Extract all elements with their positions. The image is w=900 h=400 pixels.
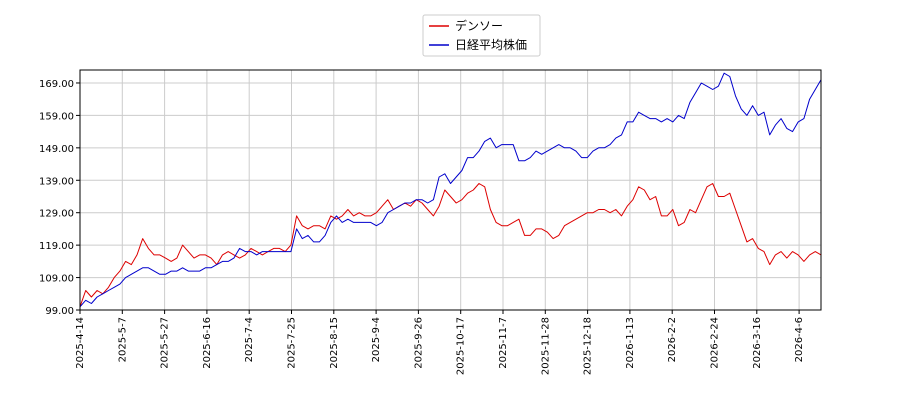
series-line-denso: [79, 183, 822, 307]
y-tick-label: 119.00: [39, 241, 74, 252]
legend: デンソー 日経平均株価: [422, 14, 541, 57]
y-tick-label: 169.00: [39, 79, 74, 90]
x-tick-label: 2026-2-24: [710, 317, 721, 369]
x-tick-label: 2025-7-25: [287, 317, 298, 369]
series-layer: [79, 72, 822, 308]
x-tick-label: 2025-5-7: [117, 317, 128, 362]
y-tick-label: 129.00: [39, 209, 74, 220]
plot-frame: [79, 69, 822, 311]
x-tick-label: 2026-4-6: [794, 317, 805, 362]
x-tick-label: 2025-12-18: [583, 317, 594, 375]
x-tick-label: 2025-5-27: [160, 317, 171, 369]
x-tick-label: 2026-1-13: [625, 317, 636, 369]
x-tick-label: 2025-9-4: [371, 317, 382, 362]
legend-box: [422, 14, 541, 57]
x-tick-label: 2025-10-17: [456, 317, 467, 375]
x-tick-label: 2026-2-2: [667, 317, 678, 362]
legend-label-denso: デンソー: [455, 18, 503, 33]
grid-layer: [79, 70, 821, 311]
y-axis: 99.00 109.00 119.00 129.00 139.00 149.00 159.0…: [39, 79, 80, 317]
x-tick-label: 2025-8-15: [329, 317, 340, 369]
y-tick-label: 139.00: [39, 176, 74, 187]
x-tick-label: 2025-11-28: [540, 317, 551, 375]
x-axis: 2025-4-14 2025-5-7 2025-5-27 2025-6-16 2025-…: [75, 310, 805, 375]
x-tick-label: 2025-9-26: [413, 317, 424, 369]
y-tick-label: 109.00: [39, 274, 74, 285]
series-line-nikkei: [79, 72, 822, 308]
y-tick-label: 149.00: [39, 144, 74, 155]
x-tick-label: 2025-6-16: [202, 317, 213, 369]
legend-label-nikkei: 日経平均株価: [455, 37, 527, 52]
x-tick-label: 2025-7-4: [244, 317, 255, 362]
x-tick-label: 2025-4-14: [75, 317, 86, 369]
y-tick-label: 159.00: [39, 111, 74, 122]
x-tick-label: 2026-3-16: [752, 317, 763, 369]
x-tick-label: 2025-11-7: [498, 317, 509, 369]
y-tick-label: 99.00: [45, 306, 74, 317]
